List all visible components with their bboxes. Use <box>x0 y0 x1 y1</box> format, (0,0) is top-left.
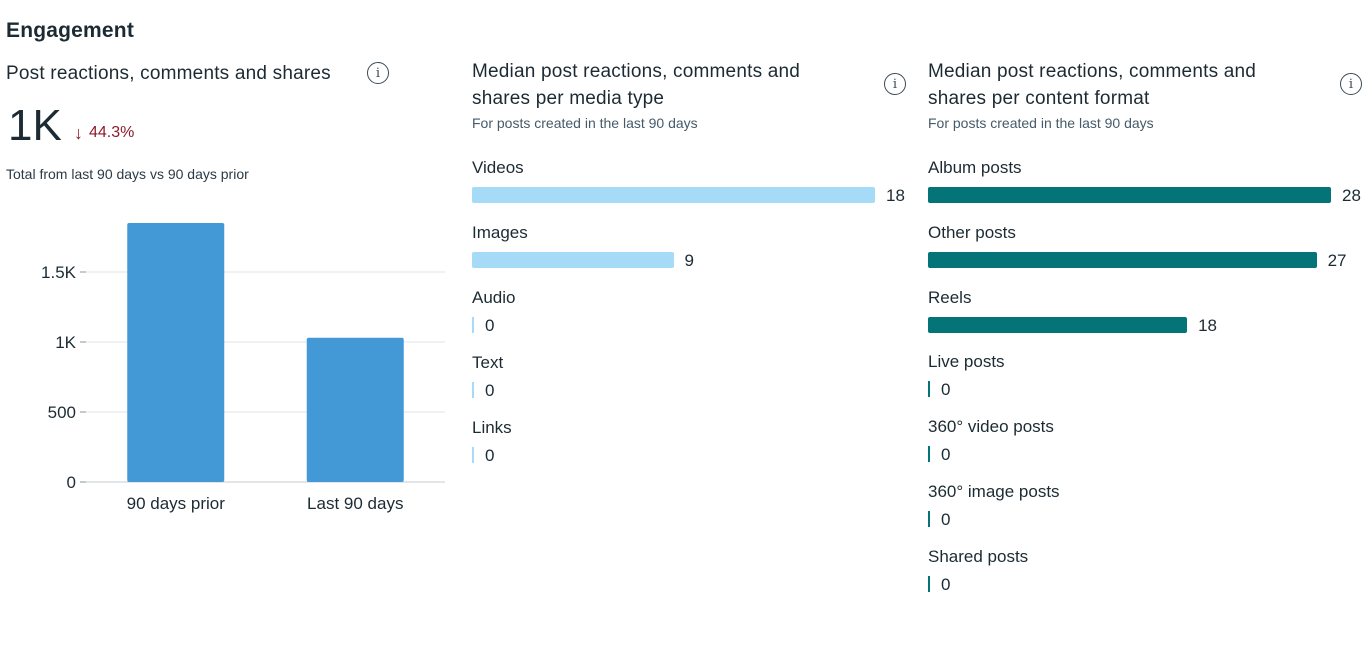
format-card-title-line1: Median post reactions, comments and <box>928 61 1257 82</box>
category-label: Other posts <box>928 222 1016 242</box>
category-label: Live posts <box>928 352 1005 372</box>
info-icon[interactable]: i <box>884 73 906 95</box>
category-label: Text <box>472 353 504 372</box>
bar <box>472 317 474 333</box>
bar <box>472 447 474 463</box>
format-card-subtitle: For posts created in the last 90 days <box>928 115 1154 131</box>
bar-value-label: 18 <box>886 186 905 205</box>
info-icon[interactable]: i <box>367 62 389 84</box>
y-tick-label: 1K <box>55 333 76 352</box>
bar-value-label: 0 <box>941 445 951 465</box>
bar-value-label: 0 <box>941 510 951 529</box>
bar-value-label: 0 <box>485 446 495 465</box>
bar-value-label: 18 <box>1198 315 1217 335</box>
category-label: Videos <box>472 158 524 177</box>
bar-value-label: 9 <box>684 251 694 270</box>
category-label: 360° image posts <box>928 482 1060 501</box>
category-label: Album posts <box>928 158 1022 177</box>
x-tick-label: Last 90 days <box>307 494 403 513</box>
bar-value-label: 0 <box>941 574 951 594</box>
format-card-title: Median post reactions, comments and shar… <box>928 58 1256 112</box>
category-label: Images <box>472 223 528 242</box>
bar-value-label: 0 <box>941 380 951 400</box>
category-label: Links <box>472 418 512 437</box>
x-tick-label: 90 days prior <box>127 494 226 513</box>
category-label: Shared posts <box>928 546 1029 566</box>
bar <box>928 511 930 527</box>
format-card-title-line2: shares per content format <box>928 88 1150 109</box>
bar <box>472 382 474 398</box>
bar-value-label: 28 <box>1342 186 1361 205</box>
y-tick-label: 500 <box>48 403 76 422</box>
section-title: Engagement <box>6 19 135 42</box>
category-label: Reels <box>928 287 972 307</box>
column-chart: 0 500 1K 1.5K 90 days prior Last 90 days <box>41 223 445 513</box>
content-format-chart: Album posts 28 Other posts 27 Reels 18 Live po… <box>928 158 1368 618</box>
y-tick-label: 0 <box>67 473 76 492</box>
total-value: 1K <box>8 101 62 150</box>
total-card-title: Post reactions, comments and shares <box>6 63 331 84</box>
media-card-subtitle: For posts created in the last 90 days <box>472 115 698 131</box>
bar <box>127 223 225 482</box>
info-icon[interactable]: i <box>1340 73 1362 95</box>
total-note: Total from last 90 days vs 90 days prior <box>6 166 249 182</box>
bar <box>928 251 1317 268</box>
bar-value-label: 0 <box>485 381 495 400</box>
bar <box>472 187 875 203</box>
bar <box>928 575 930 592</box>
bar <box>306 337 404 482</box>
arrow-down-icon: ↓ <box>74 123 83 143</box>
y-tick-label: 1.5K <box>41 263 77 282</box>
bar <box>928 381 930 398</box>
media-card-title-line2: shares per media type <box>472 88 665 109</box>
media-type-chart: Videos 18 Images 9 Audio 0 Text 0 Links 0 <box>472 158 922 488</box>
media-card-title: Median post reactions, comments and shar… <box>472 58 800 112</box>
bar-value-label: 0 <box>485 316 495 335</box>
bar <box>472 252 674 268</box>
media-card-title-line1: Median post reactions, comments and <box>472 61 801 82</box>
bar <box>928 187 1331 203</box>
delta-indicator: ↓ 44.3% <box>74 124 134 142</box>
bar-value-label: 27 <box>1327 250 1347 270</box>
category-label: Audio <box>472 288 516 307</box>
delta-value: 44.3% <box>89 124 135 141</box>
bar <box>928 316 1188 333</box>
bar <box>928 446 930 463</box>
category-label: 360° video posts <box>928 417 1054 437</box>
